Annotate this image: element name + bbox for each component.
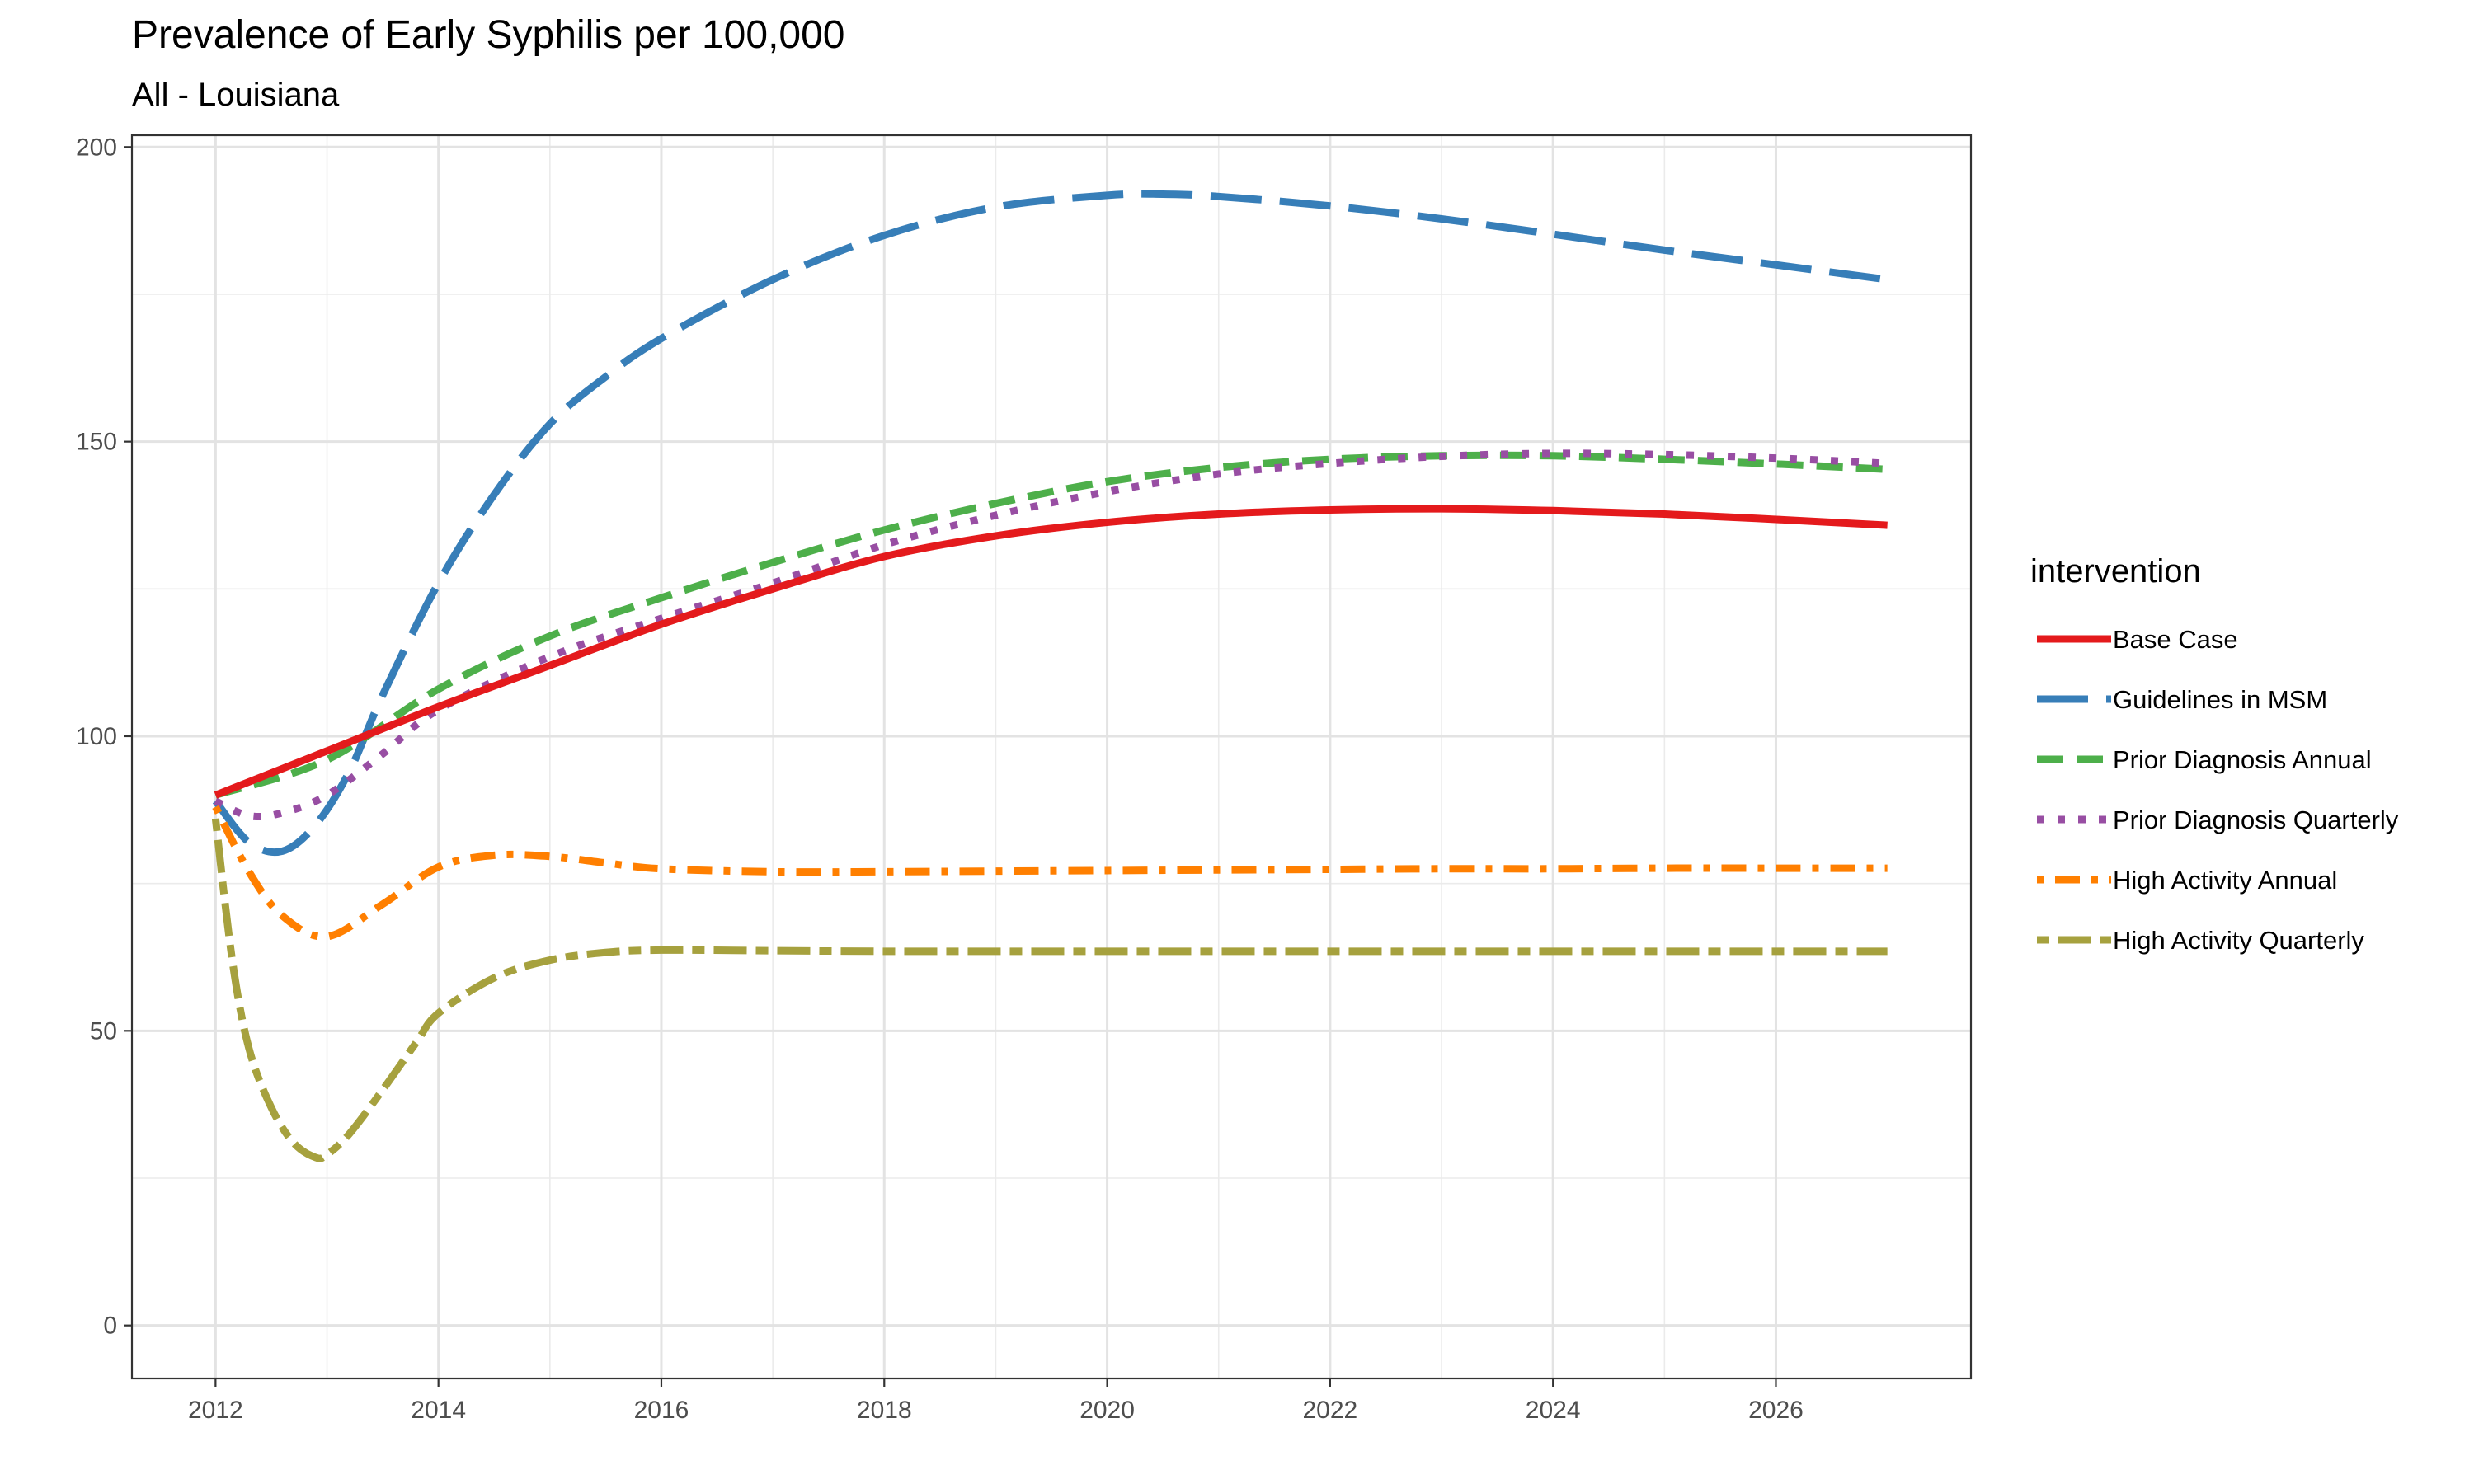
- y-axis: 0 50 100 150 200: [76, 134, 132, 1340]
- legend: intervention Base Case Guidelines in MSM P…: [2030, 553, 2399, 955]
- series-layer: [211, 190, 1888, 1162]
- grid-minor: [132, 135, 1971, 1378]
- x-tick-label: 2018: [857, 1397, 912, 1424]
- legend-label: High Activity Quarterly: [2113, 926, 2364, 955]
- y-tick-label: 50: [90, 1017, 117, 1045]
- series-line-prior-diagnosis-annual: [214, 451, 1888, 799]
- series-line-high-activity-quarterly: [211, 818, 1888, 1162]
- series-line-high-activity-annual: [212, 805, 1888, 941]
- y-tick-label: 0: [103, 1313, 117, 1340]
- y-tick-label: 150: [76, 429, 117, 456]
- y-tick-label: 100: [76, 723, 117, 750]
- chart-title: Prevalence of Early Syphilis per 100,000: [132, 13, 845, 57]
- x-tick-label: 2020: [1079, 1397, 1135, 1424]
- legend-label: Guidelines in MSM: [2113, 685, 2327, 714]
- series-line-base-case: [214, 505, 1888, 799]
- y-tick-label: 200: [76, 134, 117, 161]
- x-tick-label: 2022: [1303, 1397, 1358, 1424]
- x-tick-label: 2016: [634, 1397, 689, 1424]
- series-line-prior-diagnosis-quarterly: [214, 449, 1888, 821]
- x-axis: 2012 2014 2016 2018 2020 2022 2024 2026: [188, 1378, 1804, 1424]
- x-tick-label: 2014: [411, 1397, 466, 1424]
- legend-label: High Activity Annual: [2113, 866, 2337, 895]
- plot-panel-border: [130, 134, 1973, 1380]
- x-tick-label: 2024: [1526, 1397, 1581, 1424]
- grid-major: [132, 135, 1971, 1378]
- legend-title: intervention: [2030, 553, 2201, 589]
- legend-label: Base Case: [2113, 625, 2238, 654]
- legend-label: Prior Diagnosis Quarterly: [2113, 805, 2399, 834]
- series-line-guidelines-in-msm: [212, 190, 1888, 857]
- chart-subtitle: All - Louisiana: [132, 77, 340, 113]
- x-tick-label: 2026: [1748, 1397, 1804, 1424]
- x-tick-label: 2012: [188, 1397, 243, 1424]
- legend-label: Prior Diagnosis Annual: [2113, 745, 2372, 774]
